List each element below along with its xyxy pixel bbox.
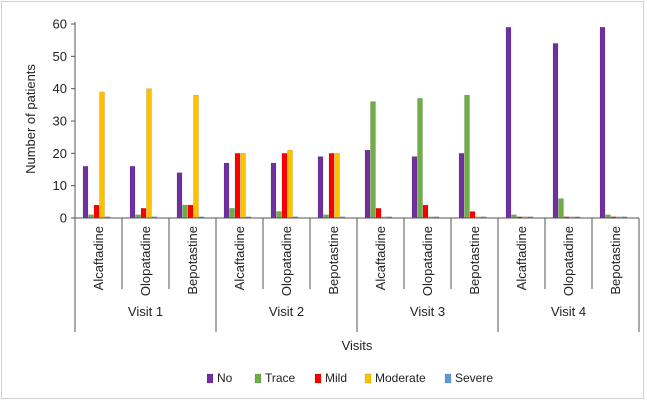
- legend-swatch-trace: [254, 373, 262, 384]
- legend: No Trace Mild Moderate Severe: [206, 371, 493, 385]
- bar-mild-1: [140, 208, 147, 219]
- legend-swatch-mild: [314, 373, 322, 384]
- bar-mild-3: [234, 153, 241, 219]
- category-label-11: Bepotastine: [608, 226, 623, 295]
- y-tick-label-0: 0: [60, 211, 67, 226]
- bar-mild-8: [469, 211, 476, 219]
- bar-moderate-0: [99, 91, 105, 219]
- bar-no-3: [223, 162, 230, 219]
- category-label-3: Alcaftadine: [232, 226, 247, 290]
- bar-trace-3: [229, 208, 235, 219]
- category-label-9: Alcaftadine: [514, 226, 529, 290]
- axes-layer: 0 10 20 30 40 50 60 Alcaftadine Olopatadine Bepot…: [53, 17, 640, 332]
- bar-no-6: [364, 149, 371, 219]
- group-label-1: Visit 1: [128, 304, 163, 319]
- category-label-8: Bepotastine: [467, 226, 482, 295]
- bar-trace-10: [558, 198, 564, 219]
- bar-no-8: [458, 153, 465, 219]
- bar-mild-4: [281, 153, 288, 219]
- bar-mild-0: [93, 204, 100, 219]
- category-label-6: Alcaftadine: [373, 226, 388, 290]
- category-label-1: Olopatadine: [138, 226, 153, 296]
- group-label-3: Visit 3: [410, 304, 445, 319]
- category-label-10: Olopatadine: [561, 226, 576, 296]
- bars-layer: [82, 27, 628, 219]
- bar-mild-5: [328, 153, 335, 219]
- bar-no-7: [411, 156, 418, 219]
- category-label-0: Alcaftadine: [91, 226, 106, 290]
- bar-mild-7: [422, 204, 429, 219]
- bar-no-1: [129, 166, 136, 219]
- bar-trace-6: [370, 101, 376, 219]
- category-label-7: Olopatadine: [420, 226, 435, 296]
- legend-label-no: No: [217, 371, 233, 385]
- bar-no-4: [270, 162, 277, 219]
- legend-label-moderate: Moderate: [375, 371, 426, 385]
- bar-no-11: [599, 27, 606, 219]
- bar-no-5: [317, 156, 324, 219]
- bar-no-9: [505, 27, 512, 219]
- legend-swatch-moderate: [364, 373, 372, 384]
- bar-trace-2: [182, 204, 188, 219]
- bar-trace-8: [464, 94, 470, 219]
- y-tick-label-20: 20: [53, 146, 67, 161]
- bar-no-10: [552, 43, 559, 219]
- bar-mild-6: [375, 208, 382, 219]
- y-tick-label-30: 30: [53, 114, 67, 129]
- bar-moderate-1: [146, 88, 152, 219]
- legend-swatch-severe: [444, 373, 452, 384]
- category-label-4: Olopatadine: [279, 226, 294, 296]
- bar-mild-2: [187, 204, 194, 219]
- bar-moderate-5: [334, 153, 340, 219]
- x-axis-label: Visits: [342, 338, 373, 353]
- y-tick-label-50: 50: [53, 49, 67, 64]
- bar-trace-7: [417, 98, 423, 219]
- legend-label-trace: Trace: [265, 371, 296, 385]
- y-tick-label-40: 40: [53, 81, 67, 96]
- legend-label-mild: Mild: [325, 371, 347, 385]
- y-axis-label: Number of patients: [23, 64, 38, 174]
- bar-moderate-2: [193, 94, 199, 219]
- y-tick-label-60: 60: [53, 17, 67, 32]
- bar-moderate-3: [240, 153, 246, 219]
- bar-trace-4: [276, 211, 282, 219]
- category-label-5: Bepotastine: [326, 226, 341, 295]
- legend-swatch-no: [206, 373, 214, 384]
- bar-no-2: [176, 172, 183, 219]
- bar-moderate-4: [287, 149, 293, 219]
- legend-label-severe: Severe: [455, 371, 493, 385]
- category-label-2: Bepotastine: [185, 226, 200, 295]
- group-label-2: Visit 2: [269, 304, 304, 319]
- group-label-4: Visit 4: [551, 304, 586, 319]
- y-tick-label-10: 10: [53, 178, 67, 193]
- bar-no-0: [82, 166, 89, 219]
